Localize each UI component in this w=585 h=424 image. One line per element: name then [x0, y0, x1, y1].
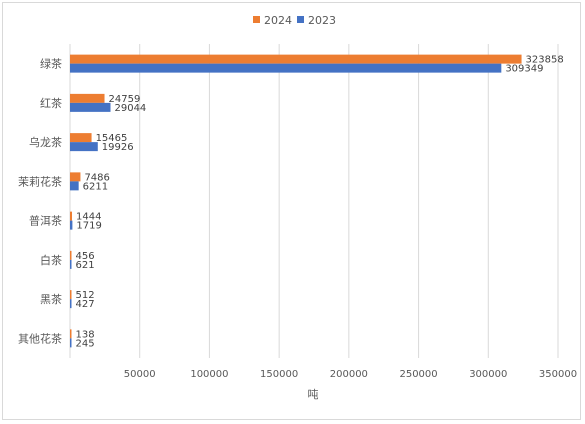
- data-label-2024: 138: [76, 329, 95, 340]
- category-label: 白茶: [40, 253, 62, 267]
- x-tick-label: 250000: [399, 369, 437, 380]
- category-label: 普洱茶: [29, 214, 62, 228]
- data-label-2024: 15465: [96, 133, 128, 144]
- x-tick-label: 100000: [190, 369, 228, 380]
- data-label-2023: 6211: [83, 181, 108, 192]
- category-label: 黑茶: [40, 293, 62, 306]
- category-label: 茉莉花茶: [18, 174, 62, 188]
- bar-2024: [70, 93, 105, 103]
- legend: 2024 2023: [253, 14, 336, 27]
- bar-2023: [70, 181, 79, 191]
- gridlines: [69, 44, 559, 358]
- bar-2023: [70, 259, 72, 269]
- category-label: 其他花茶: [18, 332, 62, 345]
- bar-2024: [70, 329, 72, 339]
- data-label-2023: 19926: [102, 142, 134, 153]
- bar-2024: [70, 290, 72, 300]
- data-label-2024: 456: [76, 251, 95, 262]
- legend-label-2023: 2023: [308, 14, 336, 27]
- x-tick-label: 200000: [330, 369, 368, 380]
- bar-2023: [70, 299, 72, 309]
- bar-2024: [70, 250, 72, 260]
- data-label-2024: 24759: [109, 94, 141, 105]
- data-label-2024: 1444: [76, 212, 101, 223]
- x-tick-label: 150000: [260, 369, 298, 380]
- bar-2024: [70, 133, 92, 143]
- bar-2023: [70, 220, 73, 230]
- bar-2024: [70, 211, 73, 221]
- x-tick-label: 300000: [469, 369, 507, 380]
- data-label-2023: 309349: [505, 64, 543, 75]
- x-axis-title: 吨: [308, 388, 319, 401]
- category-label: 绿茶: [40, 57, 62, 71]
- data-label-2024: 323858: [526, 55, 564, 66]
- x-tick-label: 350000: [539, 369, 577, 380]
- bars: [70, 54, 522, 348]
- data-label-2024: 7486: [84, 172, 109, 183]
- data-label-2023: 1719: [76, 221, 101, 232]
- bar-2023: [70, 102, 111, 112]
- data-label-2023: 427: [76, 299, 95, 310]
- legend-swatch-2024: [253, 16, 260, 23]
- data-label-2023: 621: [76, 260, 95, 271]
- data-label-2024: 512: [76, 290, 95, 301]
- legend-label-2024: 2024: [264, 14, 292, 27]
- data-label-2023: 29044: [114, 103, 146, 114]
- data-labels: 3238583093492475929044154651992674866211…: [76, 55, 564, 350]
- x-tick-labels: 50000 100000 150000 200000 250000 300000 35000…: [124, 369, 577, 380]
- category-label: 乌龙茶: [29, 135, 62, 149]
- bar-2023: [70, 142, 98, 152]
- bar-2024: [70, 172, 81, 182]
- data-label-2023: 245: [76, 338, 95, 349]
- bar-2023: [70, 63, 502, 73]
- x-tick-label: 50000: [124, 369, 156, 380]
- bar-2023: [70, 338, 72, 348]
- category-label: 红茶: [40, 97, 62, 110]
- bar-2024: [70, 54, 522, 64]
- legend-swatch-2023: [297, 16, 304, 23]
